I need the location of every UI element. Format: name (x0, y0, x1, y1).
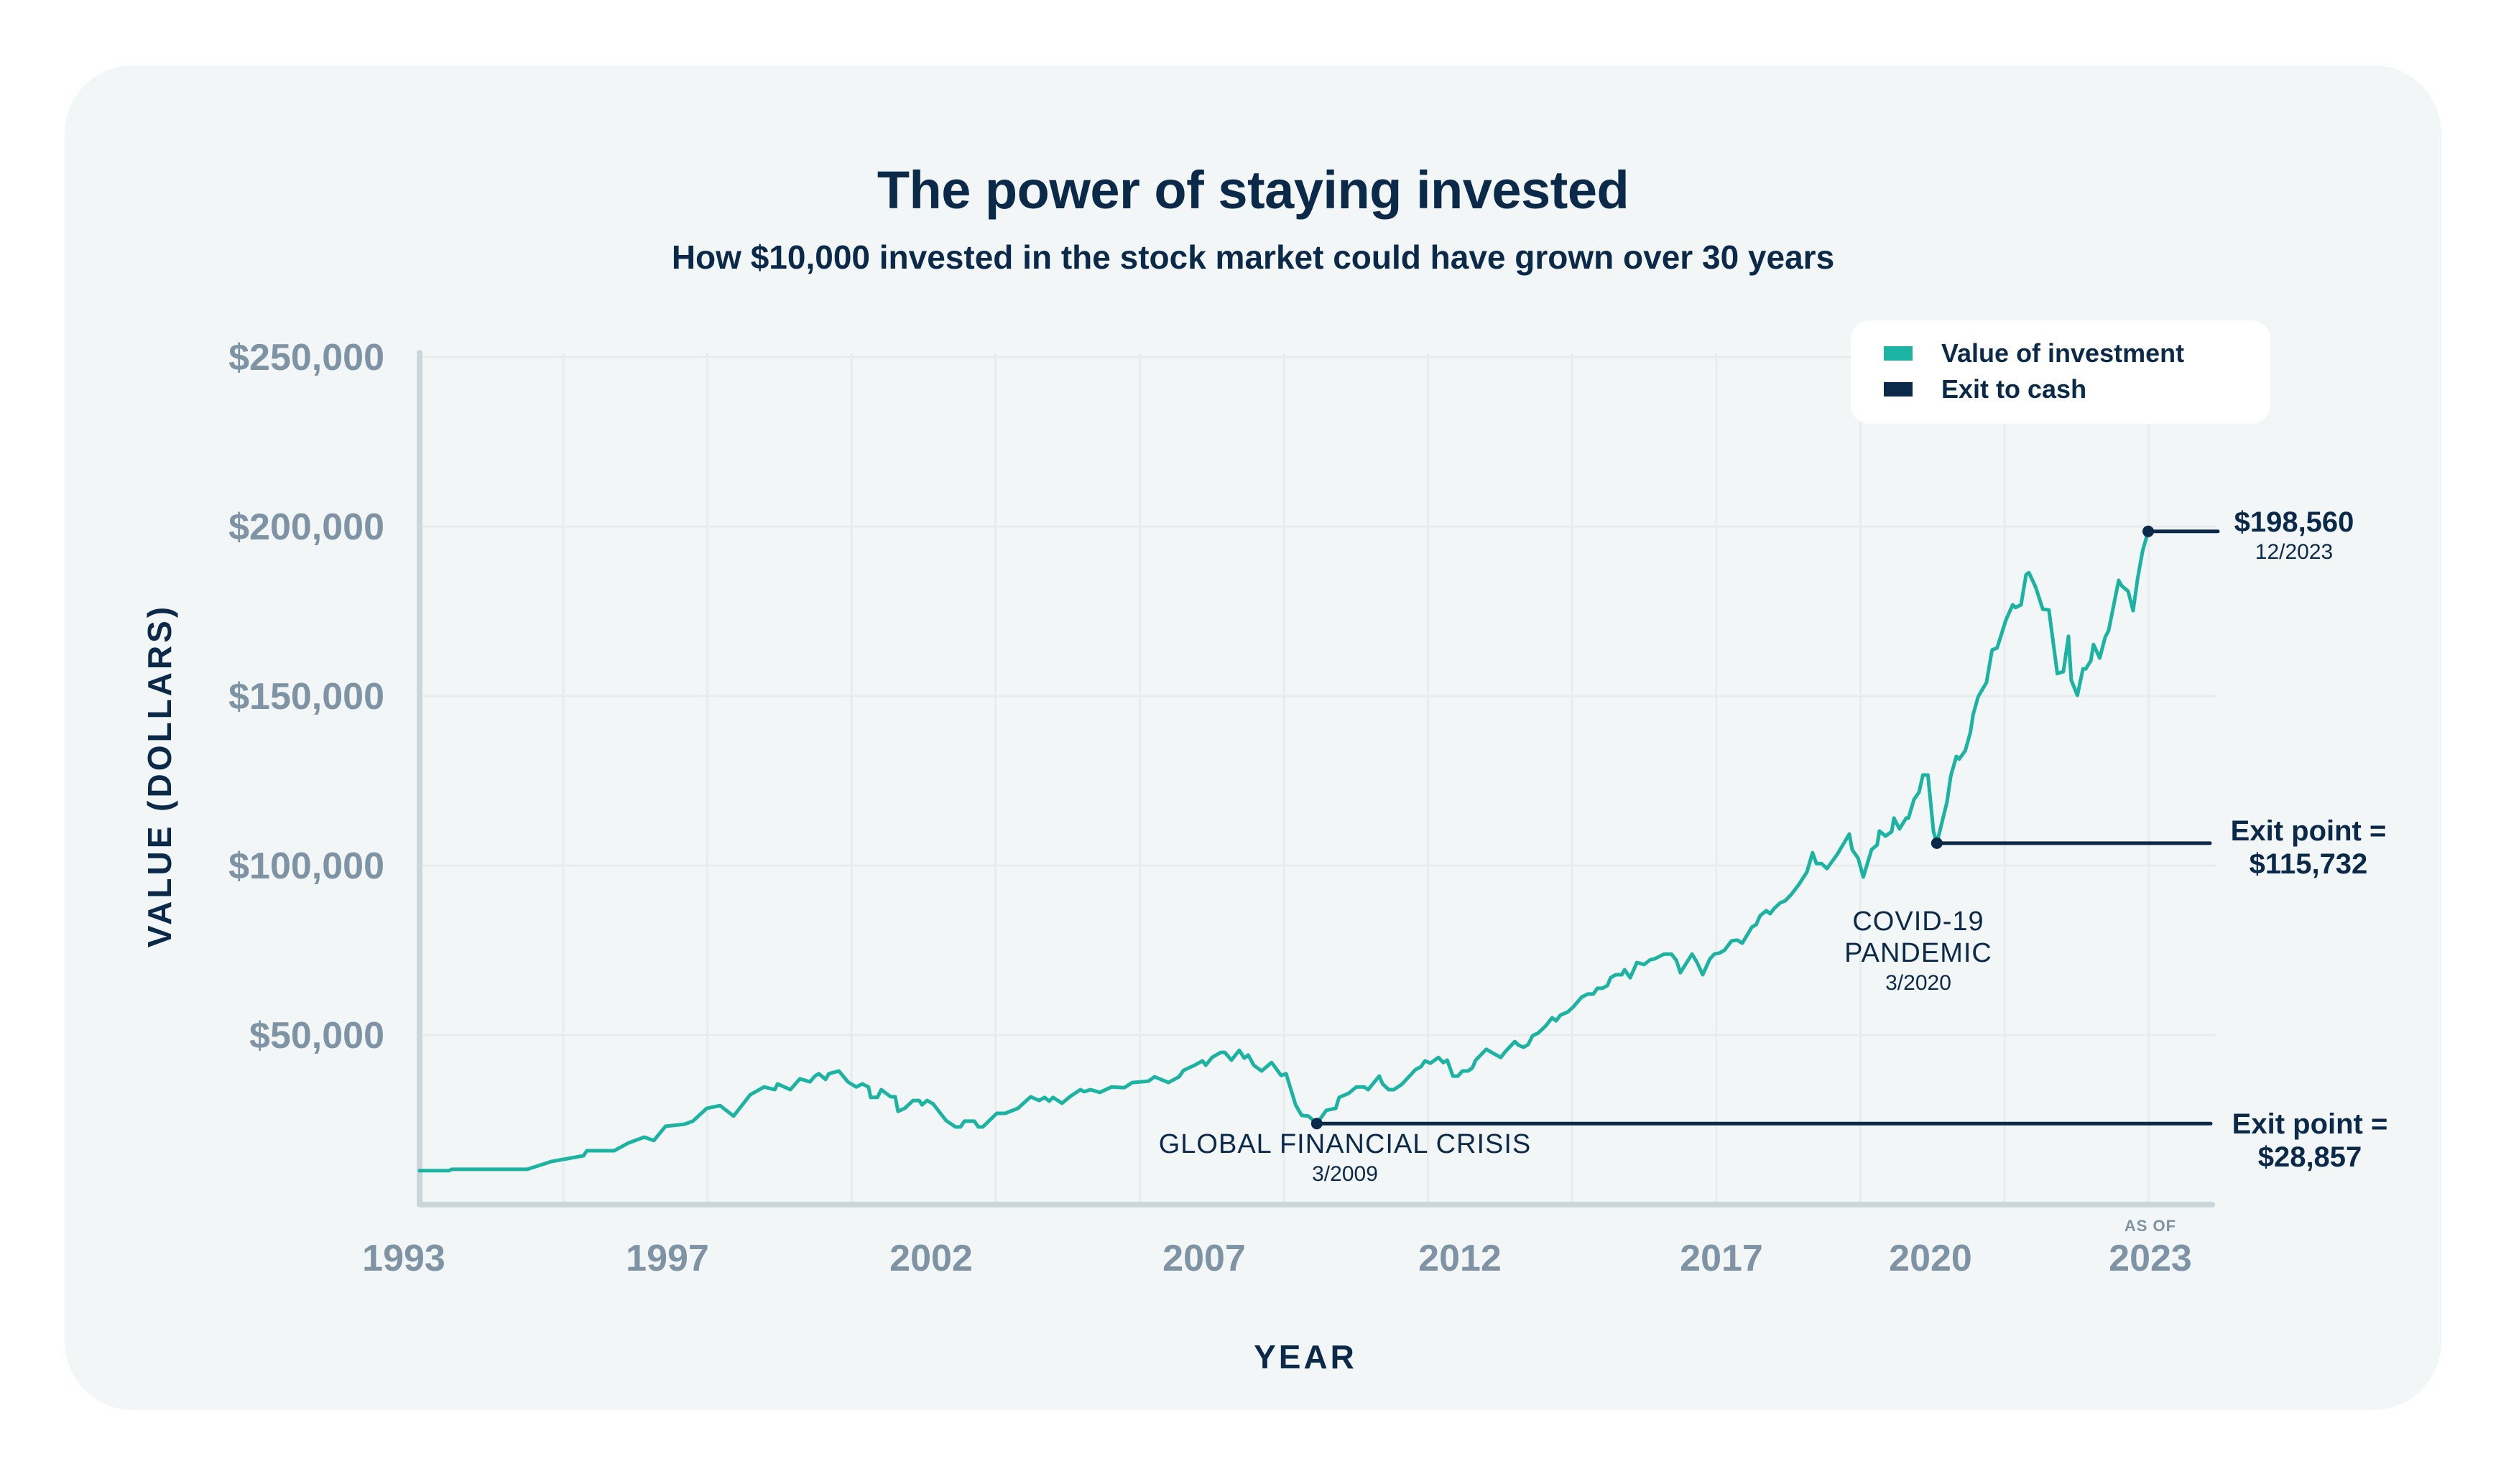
chart-title: The power of staying invested (877, 160, 1629, 220)
x-tick-label: 2023 (2109, 1238, 2192, 1279)
y-axis-title: VALUE (DOLLARS) (141, 603, 178, 948)
y-tick-label: $200,000 (228, 506, 384, 548)
marker-global-financial-crisis (1310, 1118, 1323, 1130)
legend-swatch-teal (1884, 346, 1913, 361)
as-of-note: AS OF (2124, 1217, 2177, 1235)
gfc-event-annotation: GLOBAL FINANCIAL CRISIS 3/2009 (1159, 1128, 1532, 1189)
exit-lines (1315, 529, 2220, 1126)
end-value-date: 12/2023 (2255, 540, 2334, 564)
marker-end-value (2142, 525, 2154, 537)
covid-exit-label: Exit point = (2230, 815, 2387, 847)
x-tick-label: 2020 (1889, 1238, 1972, 1279)
x-tick-label: 2002 (889, 1238, 973, 1279)
gfc-event-date: 3/2009 (1312, 1162, 1378, 1186)
chart-panel (65, 65, 2441, 1410)
gfc-exit-annotation: Exit point = $28,857 (2232, 1108, 2388, 1174)
covid-exit-value: $115,732 (2249, 848, 2368, 880)
axes (417, 350, 2215, 1207)
gfc-event-line-1: GLOBAL FINANCIAL CRISIS (1158, 1129, 1532, 1159)
covid-event-date: 3/2020 (1885, 971, 1951, 995)
end-value-label: $198,560 (2234, 506, 2354, 538)
x-axis-title: YEAR (1254, 1338, 1357, 1376)
x-tick-label: 1993 (362, 1238, 445, 1279)
legend-label: Exit to cash (1941, 374, 2087, 404)
chart-subtitle: How $10,000 invested in the stock market… (671, 238, 1835, 276)
vertical-gridlines (562, 353, 2150, 1205)
y-tick-label: $100,000 (228, 845, 384, 887)
annotation-markers (1310, 525, 2154, 1130)
y-axis-tick-labels: $250,000 $200,000 $150,000 $100,000 $50,000 (228, 337, 384, 1057)
gfc-exit-value: $28,857 (2257, 1141, 2362, 1173)
end-value-annotation: $198,560 12/2023 (2234, 506, 2354, 566)
chart-legend: Value of investment Exit to cash (1851, 320, 2270, 424)
covid-event-line-1: COVID-19 (1852, 906, 1984, 937)
covid-event-annotation: COVID-19 PANDEMIC 3/2020 (1844, 906, 1992, 998)
x-tick-label: 2007 (1162, 1238, 1246, 1279)
x-tick-label: 2012 (1418, 1238, 1502, 1279)
y-tick-label: $250,000 (228, 337, 384, 379)
y-tick-label: $150,000 (228, 676, 384, 718)
axis-lines (417, 350, 2215, 1207)
x-tick-label: 1997 (626, 1238, 709, 1279)
gfc-exit-label: Exit point = (2232, 1108, 2388, 1140)
marker-covid-19-pandemic (1931, 837, 1943, 849)
legend-item-exit-to-cash: Exit to cash (1884, 374, 2087, 404)
covid-exit-annotation: Exit point = $115,732 (2231, 815, 2387, 881)
covid-event-line-2: PANDEMIC (1844, 938, 1992, 968)
x-tick-label: 2017 (1680, 1238, 1763, 1279)
legend-label: Value of investment (1941, 338, 2185, 368)
legend-swatch-navy (1884, 382, 1913, 396)
legend-item-value-of-investment: Value of investment (1884, 338, 2185, 368)
y-tick-label: $50,000 (249, 1015, 384, 1057)
